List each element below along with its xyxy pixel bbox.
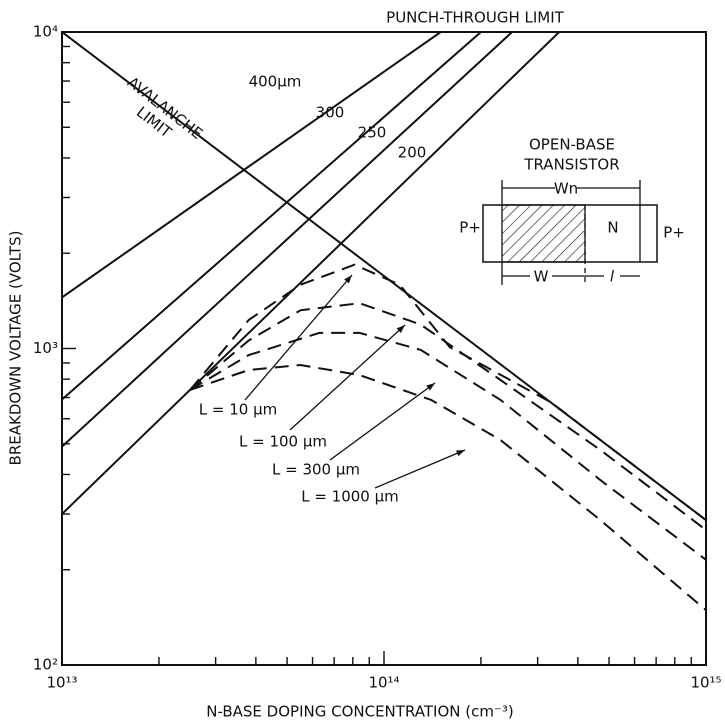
label-bg (604, 268, 620, 284)
series-label: 400μm (249, 73, 302, 91)
arrow-head (426, 383, 435, 391)
arrow-head (344, 275, 352, 284)
y-tick-label: 10³ (33, 339, 58, 357)
series-line (189, 331, 706, 561)
y-tick-label: 10² (33, 656, 58, 674)
series-label: 250 (358, 124, 387, 142)
x-tick-label: 10¹⁴ (368, 674, 399, 692)
arrow-head (456, 450, 465, 457)
leader-line (329, 382, 436, 461)
inset-label: P+ (663, 224, 685, 242)
series-line (189, 363, 706, 611)
series-label: L = 10 μm (199, 401, 277, 419)
series-label: 300 (316, 104, 345, 122)
series-line (189, 302, 706, 531)
leader-line (289, 324, 406, 431)
leader-line (244, 274, 353, 401)
inset-title: OPEN-BASE (529, 136, 615, 154)
inset-diagram: OPEN-BASE TRANSISTOR Wn P+ N P+ W l (459, 136, 685, 286)
leader-line (374, 449, 466, 489)
x-axis-label: N-BASE DOPING CONCENTRATION (cm⁻³) (206, 703, 513, 721)
depletion-region (501, 204, 586, 263)
series-label: 200 (398, 144, 427, 162)
y-axis-label: BREAKDOWN VOLTAGE (VOLTS) (7, 231, 25, 466)
y-tick-label: 10⁴ (33, 23, 58, 41)
inset-label: N (607, 219, 618, 237)
annotation: PUNCH-THROUGH LIMIT (386, 9, 565, 27)
inset-label: P+ (459, 219, 481, 237)
series-label: L = 100 μm (239, 433, 327, 451)
inset-label: Wn (554, 180, 578, 198)
series-line (62, 32, 482, 401)
inset-label: l (610, 268, 615, 286)
series-line (62, 32, 560, 515)
label-bg (555, 180, 577, 196)
label-bg (530, 268, 552, 284)
inset-label: W (534, 268, 549, 286)
x-tick-label: 10¹³ (46, 674, 77, 692)
inset-title: TRANSISTOR (523, 156, 619, 174)
series-line (62, 32, 442, 299)
series-label: L = 300 μm (272, 461, 360, 479)
x-tick-label: 10¹⁵ (690, 674, 721, 692)
series-line (189, 263, 706, 521)
series-line (62, 32, 513, 448)
series-label: L = 1000 μm (301, 488, 399, 506)
arrow-head (396, 325, 405, 333)
series-label: AVALANCHELIMIT (113, 73, 206, 157)
